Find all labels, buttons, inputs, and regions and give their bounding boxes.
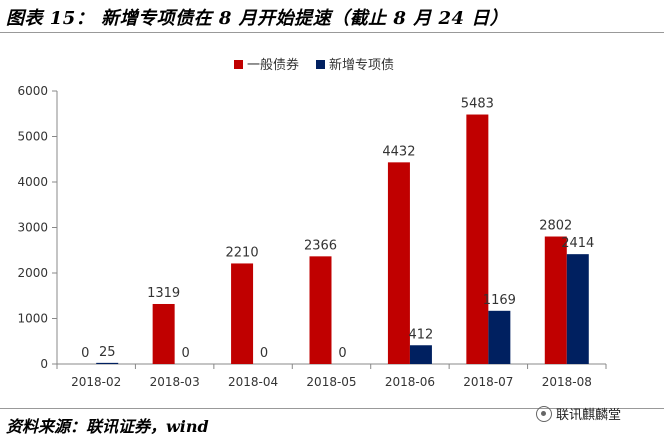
data-label-special-bond: 1169 (483, 293, 516, 308)
data-label-general-bond: 0 (81, 346, 89, 361)
bars (96, 114, 589, 364)
wechat-logo-icon (536, 405, 552, 422)
y-tick-label: 6000 (17, 84, 48, 98)
bar-general-bond (231, 263, 254, 364)
x-tick-label: 2018-03 (150, 375, 200, 389)
data-label-general-bond: 2366 (304, 238, 337, 253)
x-tick-label: 2018-07 (463, 375, 513, 389)
bar-general-bond (466, 114, 489, 364)
data-label-special-bond: 2414 (561, 236, 594, 251)
y-tick-label: 2000 (17, 266, 48, 280)
legend-swatch-general (234, 60, 243, 69)
legend: 一般债券 新增专项债 (234, 57, 394, 73)
data-label-general-bond: 5483 (461, 97, 494, 112)
y-tick-label: 1000 (17, 312, 48, 326)
x-tick-label: 2018-05 (306, 375, 356, 389)
y-tick-label: 5000 (17, 130, 48, 144)
data-label-special-bond: 0 (260, 346, 268, 361)
figure-title: 图表 15： 新增专项债在 8 月开始提速（截止 8 月 24 日） (6, 8, 509, 29)
data-label-special-bond: 0 (182, 346, 190, 361)
y-tick-label: 4000 (17, 175, 48, 189)
bar-general-bond (152, 303, 175, 364)
x-tick-label: 2018-02 (71, 375, 121, 389)
data-label-general-bond: 2210 (226, 245, 259, 260)
legend-label-general: 一般债券 (247, 57, 299, 73)
x-tick-label: 2018-08 (542, 375, 592, 389)
bar-general-bond (544, 236, 567, 364)
bar-general-bond (387, 162, 410, 364)
watermark-text: 联讯麒麟堂 (556, 408, 622, 423)
x-tick-label: 2018-06 (385, 375, 435, 389)
bar-chart: 一般债券 新增专项债 0 1000 2000 3000 4000 5000 6000 2018… (17, 57, 607, 389)
bar-special-bond (566, 254, 589, 364)
bar-general-bond (309, 256, 332, 364)
data-label-general-bond: 4432 (382, 144, 415, 159)
legend-swatch-special (316, 60, 325, 69)
data-label-general-bond: 2802 (539, 219, 572, 234)
data-label-special-bond: 25 (99, 345, 116, 360)
data-label-special-bond: 412 (409, 327, 434, 342)
y-tick-label: 0 (40, 357, 48, 371)
data-label-special-bond: 0 (338, 346, 346, 361)
bar-special-bond (409, 345, 432, 364)
title-underline (0, 32, 664, 33)
bar-special-bond (488, 310, 511, 364)
axes: 0 1000 2000 3000 4000 5000 6000 2018-02 2018-03 2… (17, 84, 607, 389)
watermark: 联讯麒麟堂 (536, 404, 621, 423)
y-tick-label: 3000 (17, 221, 48, 235)
legend-label-special: 新增专项债 (329, 57, 394, 73)
data-labels: 0 25 1319 0 2210 0 2366 0 4432 412 5483 1169 2802 241… (81, 97, 594, 361)
x-tick-label: 2018-04 (228, 375, 278, 389)
data-label-general-bond: 1319 (147, 286, 180, 301)
footer-rule (0, 408, 664, 409)
bar-special-bond (96, 362, 119, 364)
source-note: 资料来源：联讯证券，wind (6, 417, 209, 436)
